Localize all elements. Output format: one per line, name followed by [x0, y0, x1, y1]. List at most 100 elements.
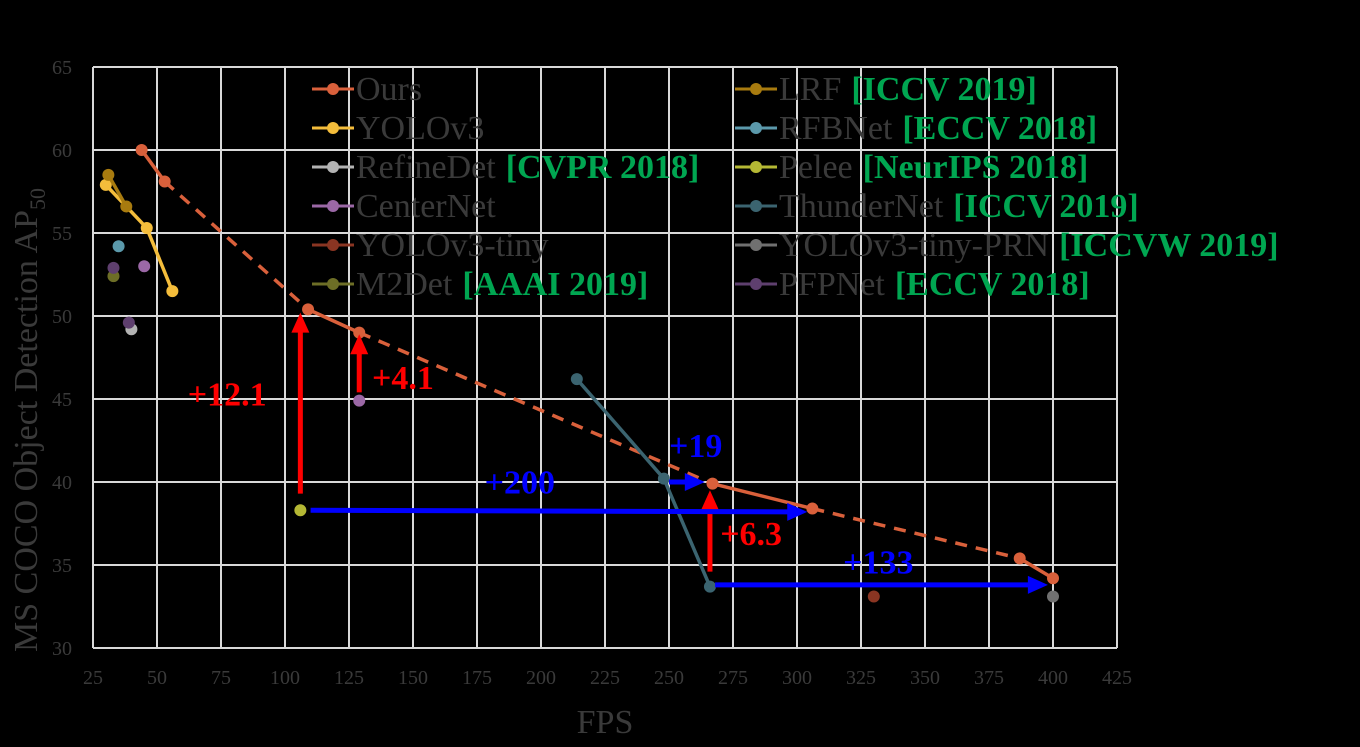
legend-marker-icon — [750, 239, 762, 251]
legend-venue: [ICCV 2019] — [851, 71, 1036, 108]
series-line-segment — [1018, 556, 1054, 580]
annotation-label: +19 — [669, 428, 722, 465]
x-tick-label: 150 — [398, 667, 428, 689]
series-line-segment — [712, 481, 813, 511]
data-point — [1013, 552, 1026, 565]
data-point — [112, 240, 125, 253]
series-yolov3-tiny-prn — [1047, 590, 1059, 603]
data-point — [122, 316, 135, 329]
data-series — [99, 144, 1059, 603]
legend-label: CenterNet — [356, 188, 496, 225]
legend-label: YOLOv3 — [356, 110, 484, 147]
legend-marker-icon — [750, 200, 762, 212]
annotation-19: +19 — [669, 428, 722, 491]
series-pelee — [294, 504, 307, 517]
series-line-segment — [358, 330, 714, 486]
arrowhead-icon — [350, 334, 369, 355]
x-tick-label: 175 — [462, 667, 492, 689]
legend-marker-icon — [750, 83, 762, 95]
data-point — [107, 270, 120, 283]
annotation-121: +12.1 — [188, 312, 310, 494]
legend-item-yolov3-tiny[interactable]: YOLOv3-tiny — [312, 227, 549, 264]
y-axis-title-main: MS COCO Object Detection AP — [8, 210, 45, 652]
series-line-segment — [307, 307, 360, 335]
data-point — [294, 504, 307, 517]
legend-venue: [AAAI 2019] — [462, 266, 648, 303]
data-point — [135, 144, 148, 156]
y-tick-label: 30 — [52, 638, 72, 660]
data-point — [703, 580, 716, 593]
data-point — [1047, 590, 1059, 603]
x-tick-label: 75 — [211, 667, 231, 689]
x-tick-label: 225 — [590, 667, 620, 689]
data-point — [99, 178, 112, 191]
legend-marker-icon — [750, 278, 762, 290]
data-point — [706, 477, 719, 490]
x-tick-label: 25 — [83, 667, 103, 689]
x-tick-label: 350 — [910, 667, 940, 689]
x-tick-label: 300 — [782, 667, 812, 689]
y-tick-label: 40 — [52, 472, 72, 494]
legend-venue: [CVPR 2018] — [506, 149, 700, 186]
data-point — [166, 285, 179, 298]
y-tick-label: 55 — [52, 223, 72, 245]
series-m2det — [107, 270, 120, 283]
annotation-200: +200 — [310, 465, 808, 521]
arrowhead-icon — [787, 502, 808, 521]
series-line-segment — [163, 180, 310, 311]
series-yolov3-tiny — [867, 590, 880, 603]
data-point — [302, 303, 315, 316]
series-ours — [135, 144, 1059, 585]
series-yolov3 — [99, 178, 179, 298]
x-tick-label: 275 — [718, 667, 748, 689]
arrowhead-icon — [700, 490, 719, 511]
legend-item-pelee[interactable]: Pelee [NeurIPS 2018] — [735, 149, 1088, 186]
legend-item-yolov3[interactable]: YOLOv3 — [312, 110, 484, 147]
annotation-label: +6.3 — [720, 516, 782, 553]
legend-label: RFBNet [ECCV 2018] — [779, 110, 1097, 147]
x-tick-label: 325 — [846, 667, 876, 689]
legend-item-ours[interactable]: Ours — [312, 71, 422, 108]
y-tick-label: 35 — [52, 555, 72, 577]
legend-marker-icon — [327, 278, 339, 290]
legend-label: LRF [ICCV 2019] — [779, 71, 1037, 108]
annotation-label: +133 — [843, 544, 913, 581]
legend-label: Pelee [NeurIPS 2018] — [779, 149, 1088, 186]
legend-item-pfpnet[interactable]: PFPNet [ECCV 2018] — [735, 266, 1090, 303]
y-axis-title: MS COCO Object Detection AP50 — [8, 188, 50, 652]
annotation-63: +6.3 — [700, 490, 782, 572]
legend-item-refinedet[interactable]: RefineDet [CVPR 2018] — [312, 149, 699, 186]
series-pfpnet — [107, 261, 135, 329]
annotations: +12.1 +4.1 +6.3 +200 +19 +133 — [188, 312, 1048, 594]
series-line-segment — [662, 477, 712, 588]
x-tick-label: 425 — [1102, 667, 1132, 689]
x-axis-ticks: 25 50 75 100 125 150 175 200 225 250 275 300 325 350 3… — [83, 667, 1132, 689]
legend-marker-icon — [327, 122, 339, 134]
data-point — [107, 261, 120, 274]
series-line-segment — [140, 148, 167, 183]
legend-label: RefineDet [CVPR 2018] — [356, 149, 699, 186]
legend-marker-icon — [327, 161, 339, 173]
series-lrf — [102, 168, 133, 213]
x-tick-label: 50 — [147, 667, 167, 689]
series-line-segment — [575, 377, 666, 480]
annotation-41: +4.1 — [350, 334, 434, 397]
series-rfbnet — [112, 240, 125, 253]
legend-item-m2det[interactable]: M2Det [AAAI 2019] — [312, 266, 648, 303]
legend-venue: [NeurIPS 2018] — [863, 149, 1089, 186]
legend-item-centernet[interactable]: CenterNet — [312, 188, 496, 225]
legend-label: Ours — [356, 71, 422, 108]
legend-item-rfbnet[interactable]: RFBNet [ECCV 2018] — [735, 110, 1097, 147]
x-tick-label: 200 — [526, 667, 556, 689]
x-tick-label: 250 — [654, 667, 684, 689]
legend-item-lrf[interactable]: LRF [ICCV 2019] — [735, 71, 1037, 108]
data-point — [867, 590, 880, 603]
series-thundernet — [570, 373, 716, 593]
legend-item-thundernet[interactable]: ThunderNet [ICCV 2019] — [735, 188, 1139, 225]
legend-item-yolov3-tiny-prn[interactable]: YOLOv3-tiny-PRN [ICCVW 2019] — [735, 227, 1279, 264]
data-point — [657, 472, 670, 485]
x-tick-label: 100 — [270, 667, 300, 689]
legend-venue: [ECCV 2018] — [902, 110, 1097, 147]
